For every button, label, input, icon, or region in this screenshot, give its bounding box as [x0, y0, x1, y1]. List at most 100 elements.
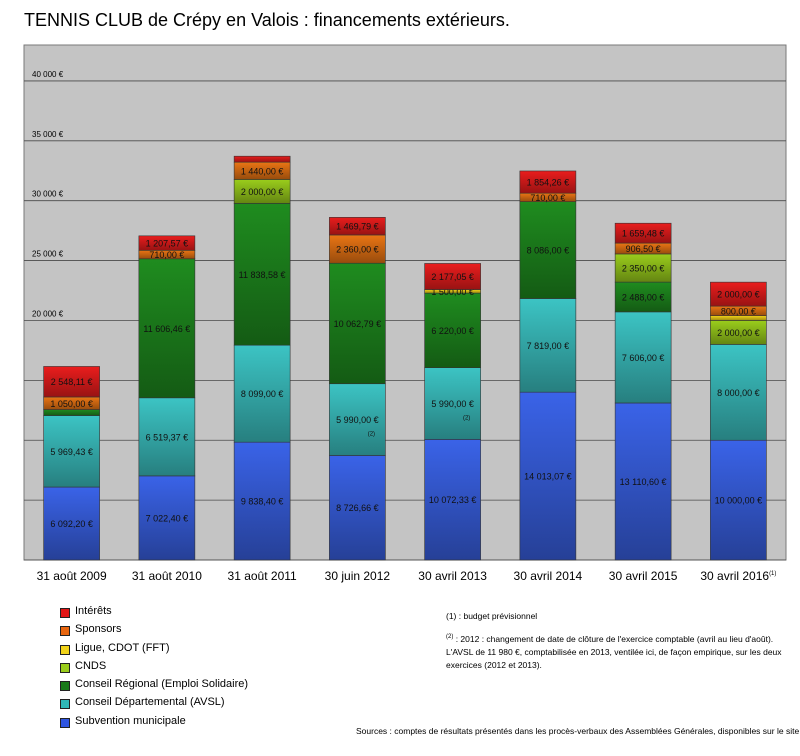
bar-value-label: 10 062,79 € [334, 319, 382, 329]
bar-segment [138, 258, 196, 399]
legend-swatch [60, 662, 70, 673]
bar-value-label: 8 726,66 € [336, 503, 379, 513]
stacked-bar-chart: 20 000 € 25 000 € 30 000 € 35 000 € 40 000 €… [23, 44, 787, 583]
bar-value-label: 6 092,20 € [50, 519, 93, 529]
x-category-label: 30 avril 2016(1) [700, 569, 776, 583]
bar-footnote-mark: (2) [368, 432, 375, 438]
bar-segment [519, 298, 577, 393]
bar-segment [710, 281, 767, 307]
bar-segment [614, 402, 672, 561]
bar-segment [233, 155, 291, 163]
legend-swatch [60, 608, 70, 618]
legend-swatch [60, 644, 70, 655]
legend-swatch [60, 717, 70, 728]
bar-value-label: 906,50 € [626, 244, 661, 254]
bar-segment [233, 441, 291, 561]
bar-segment [233, 203, 291, 346]
bar-segment [519, 170, 577, 194]
bar-value-label: 8 000,00 € [717, 388, 760, 398]
bar-value-label: 8 086,00 € [527, 246, 570, 256]
bar-value-label: 5 969,43 € [50, 447, 93, 457]
bar-segment [43, 366, 100, 398]
bar-value-label: 13 110,60 € [620, 477, 667, 487]
plot-area [23, 44, 787, 561]
bar-segment [424, 263, 481, 290]
bar-segment [329, 234, 386, 264]
legend-swatch [60, 699, 70, 710]
bar-value-label: 11 606,46 € [143, 324, 190, 334]
bar-segment [138, 235, 196, 251]
bar-segment [43, 409, 100, 416]
legend-label: CNDS [75, 659, 107, 672]
bar-value-label: 2 360,00 € [336, 245, 379, 255]
bar-value-label: 1 659,48 € [622, 229, 665, 239]
bar-segment [614, 281, 672, 313]
bar-value-label: 10 072,33 € [429, 495, 477, 505]
footnote-1-text: : budget prévisionnel [456, 611, 538, 621]
bar-value-label: 14 013,07 € [524, 472, 572, 482]
bar-segment [519, 391, 577, 561]
sources-note: Sources : comptes de résultats présentés… [356, 726, 800, 736]
bar-value-label: 1 050,00 € [50, 399, 93, 409]
bar-value-label: 1 207,57 € [146, 239, 189, 249]
bar-value-label: 2 000,00 € [717, 290, 760, 300]
x-category-label: 30 juin 2012 [325, 569, 391, 583]
bar-value-label: 1 854,26 € [527, 178, 570, 188]
footnote-2-text: : 2012 : changement de date de clôture d… [446, 633, 782, 670]
bar-value-label: 2 350,00 € [622, 264, 665, 274]
footnote-2: (2) : 2012 : changement de date de clôtu… [446, 631, 792, 672]
bar-segment [43, 486, 100, 561]
bar-segment [710, 344, 767, 441]
legend-label: Ligue, CDOT (FFT) [75, 641, 170, 654]
legend-swatch [60, 681, 70, 692]
x-category-label: 31 août 2011 [228, 569, 298, 583]
bar-value-label: 800,00 € [721, 306, 756, 316]
y-tick-label: 30 000 € [32, 190, 64, 199]
bar-value-label: 710,00 € [530, 193, 565, 203]
bar-value-label: 6 220,00 € [431, 326, 474, 336]
x-category-label: 31 août 2009 [37, 569, 107, 583]
bar-segment [519, 201, 577, 299]
bar-value-label: 7 819,00 € [527, 341, 570, 351]
bar-value-label: 8 099,00 € [241, 389, 284, 399]
footnotes: (1) : budget prévisionnel (2) : 2012 : c… [446, 610, 792, 672]
bar-value-label: 1 500,00 € [431, 287, 474, 297]
bar-value-label: 5 990,00 € [336, 415, 379, 425]
bar-value-label: 2 177,05 € [431, 272, 474, 282]
bar-segment [329, 383, 386, 456]
y-tick-label: 20 000 € [32, 309, 64, 318]
x-category-label: 31 août 2010 [132, 569, 202, 583]
bar-value-label: 1 440,00 € [241, 166, 284, 176]
bar-value-label: 710,00 € [149, 250, 184, 260]
bar-segment [329, 217, 386, 236]
x-category-label: 30 avril 2014 [514, 569, 583, 583]
bar-segment [43, 415, 100, 488]
footnote-1-mark: (1) [446, 611, 457, 621]
bar-value-label: 2 000,00 € [717, 328, 760, 338]
bar-segment [329, 455, 386, 561]
y-tick-label: 35 000 € [32, 130, 64, 139]
legend-label: Conseil Départemental (AVSL) [75, 696, 225, 709]
y-tick-label: 25 000 € [32, 250, 64, 259]
legend-label: Subvention municipale [75, 714, 186, 727]
bar-segment [329, 262, 386, 385]
bar-segment [424, 367, 481, 440]
bar-segment [233, 344, 291, 443]
bar-value-label: 2 548,11 € [51, 377, 93, 387]
bar-value-label: 9 838,40 € [241, 497, 284, 507]
footnote-1: (1) : budget prévisionnel [446, 610, 792, 623]
legend-label: Conseil Régional (Emploi Solidaire) [75, 678, 249, 691]
bar-value-label: 2 000,00 € [241, 187, 284, 197]
bar-segment [424, 292, 481, 368]
bar-segment [614, 253, 672, 283]
x-category-mark: (1) [769, 571, 776, 577]
bar-footnote-mark: (2) [463, 415, 470, 421]
legend-label: Intérêts [75, 605, 112, 617]
chart-title: TENNIS CLUB de Crépy en Valois : finance… [24, 10, 510, 30]
x-category-label: 30 avril 2013 [418, 569, 487, 583]
footnote-2-mark: (2) [446, 634, 454, 640]
legend-swatch [60, 626, 70, 637]
bar-value-label: 1 469,79 € [336, 222, 379, 232]
bar-segment [614, 311, 672, 404]
bar-segment [614, 222, 672, 244]
